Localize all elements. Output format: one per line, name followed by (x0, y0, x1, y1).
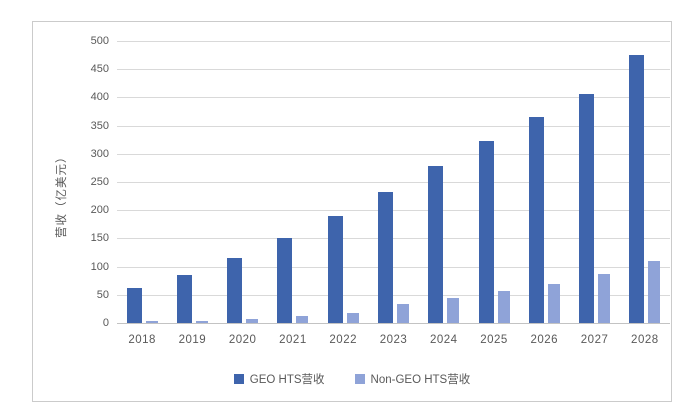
legend-label-non-geo: Non-GEO HTS营收 (370, 374, 471, 386)
gridline (117, 210, 670, 212)
legend-label-geo: GEO HTS营收 (249, 374, 325, 386)
gridline (117, 41, 670, 42)
y-tick-label: 150 (90, 232, 109, 245)
bar-non-geo-2024 (447, 298, 460, 323)
legend-item-geo: GEO HTS营收 (233, 371, 325, 387)
gridline (117, 266, 670, 268)
bar-non-geo-2018 (145, 321, 158, 323)
gridline (117, 323, 670, 324)
bar-non-geo-2022 (346, 312, 359, 323)
bar-non-geo-2028 (648, 260, 661, 323)
y-tick-label: 200 (90, 204, 109, 217)
x-tick-label: 2022 (329, 334, 357, 346)
y-tick-label: 400 (90, 91, 109, 104)
x-tick-label: 2027 (580, 334, 609, 346)
legend-item-non-geo: Non-GEO HTS营收 (354, 371, 471, 387)
bar-geo-2021 (277, 237, 293, 323)
bar-non-geo-2026 (547, 283, 560, 323)
gridline (117, 238, 670, 240)
bar-geo-2026 (528, 116, 544, 323)
gridline (117, 97, 670, 99)
x-tick-label: 2024 (429, 334, 458, 346)
legend: GEO HTS营收 Non-GEO HTS营收 (33, 371, 671, 387)
bar-non-geo-2023 (397, 304, 409, 323)
x-tick-label: 2019 (178, 334, 207, 346)
legend-swatch-non-geo-icon (354, 374, 365, 384)
bar-non-geo-2019 (195, 320, 208, 323)
bar-geo-2025 (478, 141, 494, 323)
y-tick-label: 500 (90, 35, 109, 47)
y-tick-label: 350 (90, 119, 109, 132)
gridline (117, 69, 670, 71)
bar-geo-2024 (428, 166, 444, 323)
bar-non-geo-2021 (296, 316, 309, 323)
bar-geo-2018 (126, 288, 142, 323)
y-tick-label: 100 (90, 260, 109, 273)
y-tick-label: 300 (90, 147, 109, 160)
chart-frame: 营收（亿美元） 0 50 100 150 200 250 300 350 400 450 500 20… (32, 21, 672, 402)
bar-geo-2023 (378, 191, 393, 323)
bar-geo-2019 (176, 275, 192, 323)
y-tick-label: 250 (90, 176, 109, 188)
bar-non-geo-2027 (598, 274, 611, 323)
bar-geo-2022 (327, 216, 343, 323)
bar-geo-2028 (629, 55, 645, 323)
plot-area: 0 50 100 150 200 250 300 350 400 450 500 2018 2019 20… (33, 22, 671, 401)
x-tick-label: 2023 (379, 334, 408, 346)
gridline (117, 294, 670, 296)
bar-non-geo-2025 (497, 291, 510, 323)
bar-non-geo-2020 (246, 319, 259, 323)
x-tick-label: 2025 (480, 334, 508, 346)
bar-geo-2027 (579, 94, 595, 323)
gridline (117, 125, 670, 127)
bar-geo-2020 (227, 257, 243, 323)
x-tick-label: 2021 (279, 334, 307, 346)
y-tick-label: 0 (102, 317, 109, 329)
x-tick-label: 2018 (128, 334, 156, 346)
gridline (117, 153, 670, 155)
gridline (117, 182, 670, 183)
x-tick-label: 2020 (228, 334, 257, 346)
y-tick-label: 450 (90, 63, 109, 76)
y-tick-label: 50 (96, 288, 109, 301)
x-tick-label: 2026 (530, 334, 559, 346)
x-tick-label: 2028 (631, 334, 659, 346)
legend-swatch-geo-icon (233, 374, 244, 384)
